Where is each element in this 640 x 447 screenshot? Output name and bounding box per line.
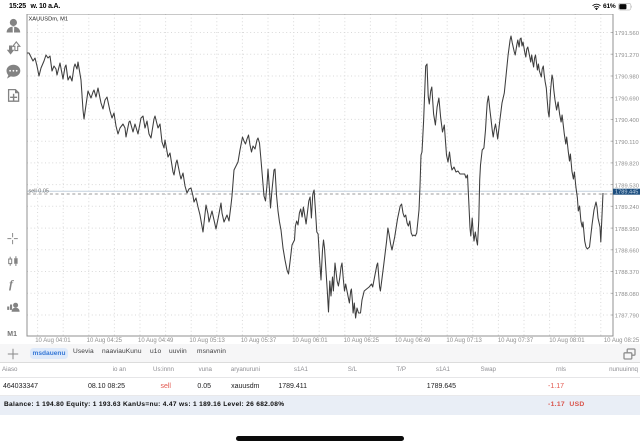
svg-text:1789.240: 1789.240 — [615, 205, 639, 211]
svg-text:1790.690: 1790.690 — [615, 96, 639, 102]
svg-text:M1: M1 — [7, 331, 17, 338]
svg-text:10 Aug 04:49: 10 Aug 04:49 — [138, 338, 174, 344]
svg-text:10 Aug 06:01: 10 Aug 06:01 — [292, 338, 328, 344]
svg-text:1791.270: 1791.270 — [615, 53, 639, 59]
svg-text:10 Aug 07:37: 10 Aug 07:37 — [498, 338, 534, 344]
svg-text:1789.530: 1789.530 — [615, 183, 639, 189]
svg-text:1790.110: 1790.110 — [615, 140, 639, 146]
svg-text:1788.080: 1788.080 — [615, 292, 639, 298]
svg-text:1790.980: 1790.980 — [615, 75, 639, 81]
svg-text:10 Aug 05:13: 10 Aug 05:13 — [189, 338, 225, 344]
svg-text:1788.950: 1788.950 — [615, 227, 639, 233]
svg-text:10 Aug 06:49: 10 Aug 06:49 — [395, 338, 431, 344]
svg-text:10 Aug 08:01: 10 Aug 08:01 — [549, 338, 585, 344]
svg-text:1787.790: 1787.790 — [615, 314, 639, 320]
svg-text:1789.445: 1789.445 — [615, 190, 638, 196]
svg-text:10 Aug 04:01: 10 Aug 04:01 — [35, 338, 71, 344]
svg-text:10 Aug 08:25: 10 Aug 08:25 — [604, 338, 640, 344]
svg-text:10 Aug 06:25: 10 Aug 06:25 — [344, 338, 380, 344]
svg-text:1788.660: 1788.660 — [615, 249, 639, 255]
svg-text:1791.560: 1791.560 — [615, 31, 639, 37]
svg-text:10 Aug 07:13: 10 Aug 07:13 — [446, 338, 482, 344]
svg-text:1789.820: 1789.820 — [615, 162, 639, 168]
svg-text:XAUUSDm, M1: XAUUSDm, M1 — [29, 17, 69, 23]
svg-text:sell 0.05: sell 0.05 — [29, 188, 50, 194]
svg-text:1790.400: 1790.400 — [615, 118, 639, 124]
svg-text:10 Aug 05:37: 10 Aug 05:37 — [241, 338, 277, 344]
svg-text:1788.370: 1788.370 — [615, 270, 639, 276]
svg-text:f: f — [9, 277, 14, 291]
svg-text:10 Aug 04:25: 10 Aug 04:25 — [87, 338, 123, 344]
